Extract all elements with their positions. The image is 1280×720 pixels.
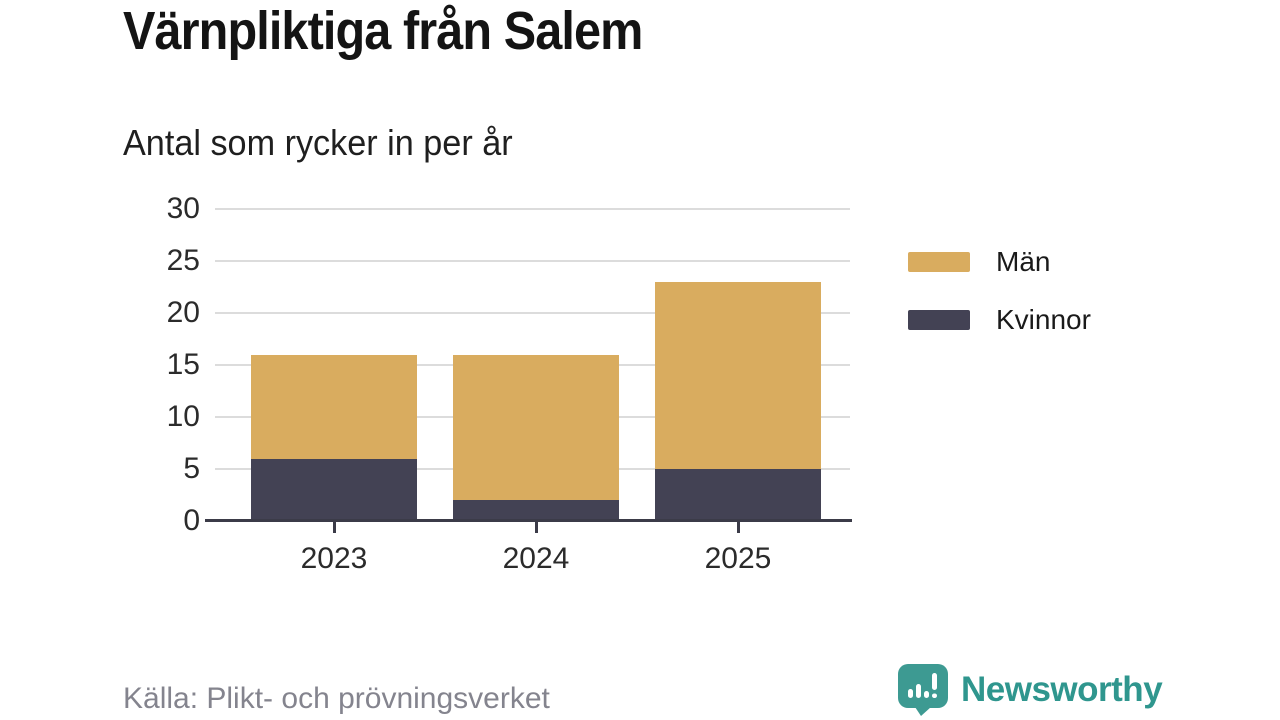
y-tick-label-15: 15 [166, 348, 200, 381]
y-tick-label-0: 0 [183, 504, 200, 537]
chart-title: Värnpliktiga från Salem [123, 1, 643, 61]
bar-group-2024: 2024 [435, 209, 637, 575]
legend-label: Män [996, 246, 1051, 277]
legend-label: Kvinnor [996, 304, 1091, 335]
gridline-30 [215, 208, 850, 210]
y-axis: 0 5 10 15 20 25 30 [100, 194, 200, 536]
newsworthy-icon [898, 664, 948, 716]
source-note: Källa: Plikt- och prövningsverket [123, 682, 550, 715]
gridline-20 [215, 312, 850, 314]
newsworthy-wordmark: Newsworthy [961, 670, 1163, 709]
legend: Män Kvinnor [908, 246, 1091, 362]
newsworthy-logo: Newsworthy [898, 664, 1163, 716]
x-tick-label-2024: 2024 [502, 542, 570, 575]
plot-bands: 2023 2024 2025 [233, 209, 839, 575]
bar-segment-män-2023 [250, 354, 418, 459]
bar-segment-kvinnor-2023 [250, 458, 418, 521]
x-tick-2024 [534, 522, 538, 533]
y-tick-label-20: 20 [166, 296, 200, 329]
y-tick-label-25: 25 [166, 244, 200, 277]
bar-segment-kvinnor-2024 [452, 500, 620, 521]
y-tick-label-30: 30 [166, 192, 200, 225]
x-tick-2025 [736, 522, 740, 533]
legend-swatch-män [908, 252, 970, 272]
chart-subtitle: Antal som rycker in per år [123, 122, 513, 163]
x-tick-label-2023: 2023 [300, 542, 368, 575]
plot-area: 2023 2024 2025 [205, 208, 852, 575]
x-axis-line [205, 519, 852, 522]
y-tick-label-10: 10 [166, 400, 200, 433]
legend-swatch-kvinnor [908, 310, 970, 330]
bar-group-2023: 2023 [233, 209, 435, 575]
x-tick-label-2025: 2025 [704, 542, 772, 575]
bar-segment-kvinnor-2025 [654, 469, 822, 521]
stacked-bar-2025 [654, 281, 822, 521]
gridline-25 [215, 260, 850, 262]
bar-group-2025: 2025 [637, 209, 839, 575]
bar-segment-män-2025 [654, 281, 822, 469]
stacked-bar-2023 [250, 354, 418, 521]
bar-segment-män-2024 [452, 354, 620, 501]
y-tick-label-5: 5 [183, 452, 200, 485]
legend-item-kvinnor: Kvinnor [908, 304, 1091, 336]
x-tick-2023 [332, 522, 336, 533]
stacked-bar-2024 [452, 354, 620, 521]
legend-item-män: Män [908, 246, 1091, 278]
